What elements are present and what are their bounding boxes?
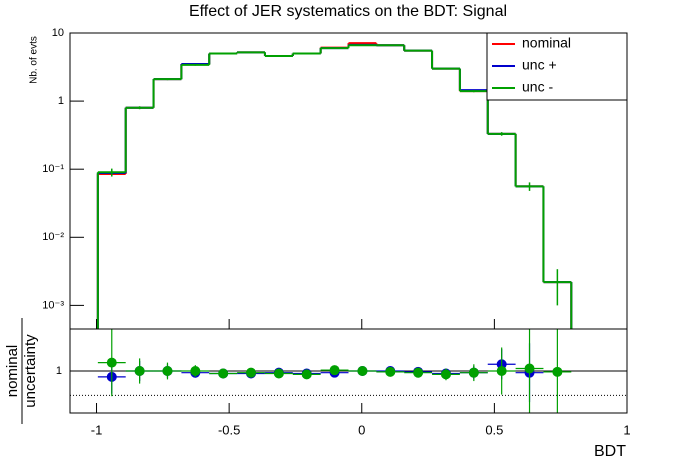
- legend-label: unc -: [522, 79, 553, 95]
- main-plot: [96, 42, 573, 329]
- ratio-point: [162, 366, 173, 376]
- x-tick-label: 0.5: [485, 422, 503, 437]
- ratio-point: [496, 366, 507, 376]
- y-axis-label: Nb. of evts: [29, 36, 40, 84]
- legend-label: unc +: [522, 57, 557, 73]
- y-tick-label: 10: [52, 27, 64, 39]
- ratio-point: [246, 367, 257, 378]
- y-tick-label: 10⁻²: [42, 231, 64, 243]
- ratio-point: [329, 365, 340, 376]
- x-tick-label: 0: [358, 422, 365, 437]
- y-tick-label: 1: [58, 95, 64, 107]
- chart-title: Effect of JER systematics on the BDT: Si…: [189, 3, 507, 20]
- ratio-frame: [69, 328, 628, 414]
- ratio-point: [134, 366, 145, 376]
- y-tick-label: 10⁻¹: [42, 163, 64, 175]
- ratio-point: [385, 366, 396, 377]
- ratio-point: [218, 368, 229, 379]
- ratio-point: [468, 367, 479, 378]
- ratio-point: [440, 369, 451, 380]
- x-tick-label: -0.5: [218, 422, 240, 437]
- ratio-point: [301, 369, 312, 380]
- ratio-point: [273, 368, 284, 379]
- ratio-point: [552, 366, 563, 377]
- y-tick-label: 10⁻³: [42, 299, 64, 311]
- ratio-point: [524, 363, 535, 374]
- ratio-point: [357, 366, 368, 376]
- ratio-plot: [70, 329, 627, 413]
- ratio-point: [106, 357, 117, 368]
- legend-label: nominal: [522, 35, 571, 51]
- ratio-numerator: nominal: [4, 345, 21, 398]
- x-tick-label: 1: [623, 422, 630, 437]
- ratio-denominator: uncertainty: [22, 334, 39, 408]
- ratio-point: [190, 366, 201, 376]
- x-axis-label: BDT: [594, 443, 626, 460]
- y-tick-label: 1: [56, 365, 62, 377]
- x-tick-label: -1: [91, 422, 103, 437]
- ratio-point: [413, 367, 424, 378]
